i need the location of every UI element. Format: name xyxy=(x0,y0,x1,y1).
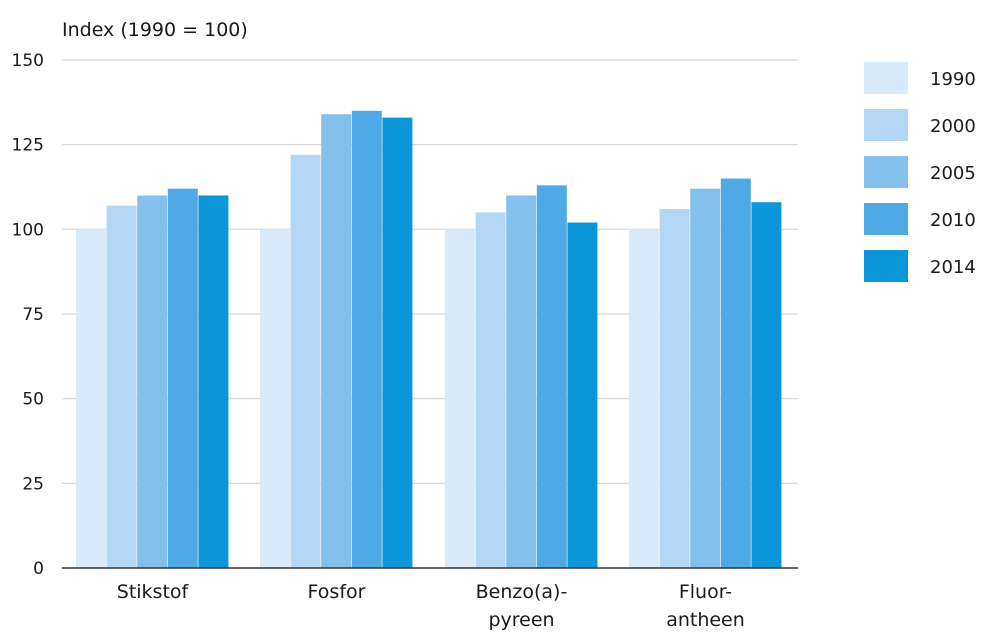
bar-0-1990 xyxy=(76,229,106,569)
y-tick-label-25: 25 xyxy=(22,474,44,494)
y-tick-label-125: 125 xyxy=(12,136,44,156)
x-axis-category-labels: Stikstof Fosfor Benzo(a)-pyreen Fluor-anthe… xyxy=(117,581,745,631)
y-tick-label-150: 150 xyxy=(12,51,44,71)
legend-label-2000: 2000 xyxy=(930,116,976,137)
y-axis-ticks: 0 25 50 75 100 125 150 xyxy=(12,51,44,579)
legend-label-2014: 2014 xyxy=(930,257,976,278)
bar-0-2005 xyxy=(137,195,168,568)
y-tick-label-0: 0 xyxy=(33,559,44,579)
y-tick-label-50: 50 xyxy=(22,390,44,410)
legend-label-2010: 2010 xyxy=(930,210,976,231)
y-tick-label-100: 100 xyxy=(12,220,44,240)
bar-2-2014 xyxy=(567,222,598,568)
bar-0-2000 xyxy=(106,205,137,569)
bar-3-2005 xyxy=(690,188,721,568)
legend-swatch-2010 xyxy=(864,203,908,235)
legend-label-1990: 1990 xyxy=(930,69,976,90)
legend: 1990 2000 2005 2010 2014 xyxy=(864,62,976,282)
x-category-label-3: Fluor-antheen xyxy=(666,581,745,631)
bar-0-2010 xyxy=(167,188,198,568)
legend-label-2005: 2005 xyxy=(930,163,976,184)
bar-2-2000 xyxy=(475,212,506,568)
bar-1-2000 xyxy=(290,154,321,568)
bar-3-2010 xyxy=(720,178,751,569)
bar-0-2014 xyxy=(198,195,229,568)
legend-swatch-2014 xyxy=(864,250,908,282)
legend-swatch-2005 xyxy=(864,156,908,188)
bar-1-2005 xyxy=(321,114,352,568)
legend-swatch-1990 xyxy=(864,62,908,94)
x-category-label-1: Fosfor xyxy=(308,581,366,603)
y-axis-title: Index (1990 = 100) xyxy=(62,19,248,41)
bar-1-2010 xyxy=(351,110,382,569)
y-tick-label-75: 75 xyxy=(22,305,44,325)
bar-1-1990 xyxy=(260,229,290,569)
bar-1-2014 xyxy=(382,117,413,568)
x-category-label-2: Benzo(a)-pyreen xyxy=(476,581,568,631)
x-category-label-0: Stikstof xyxy=(117,581,190,603)
bar-3-2000 xyxy=(659,209,690,568)
bar-2-2010 xyxy=(536,185,567,568)
bar-3-1990 xyxy=(629,229,659,569)
bars xyxy=(76,110,782,569)
bar-3-2014 xyxy=(751,202,782,569)
bar-2-2005 xyxy=(506,195,537,568)
bar-2-1990 xyxy=(445,229,475,569)
legend-swatch-2000 xyxy=(864,109,908,141)
